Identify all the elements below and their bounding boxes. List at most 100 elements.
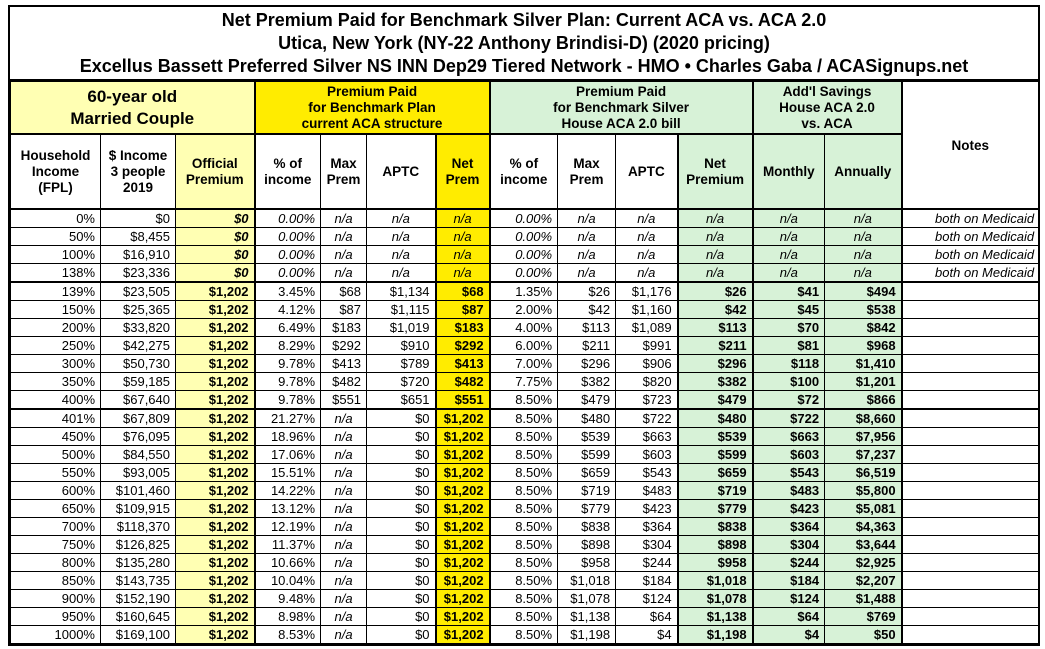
cell-aca2-net-premium: n/a <box>676 263 754 283</box>
cell-household-income-fpl: 400% <box>10 390 101 410</box>
cell-aca-net-prem: n/a <box>434 263 491 283</box>
cell-aca-max-prem: $183 <box>320 318 368 337</box>
cell-aca-pct-of-income: 9.48% <box>253 589 322 608</box>
cell-notes <box>900 607 1040 626</box>
cell-aca-pct-of-income: 18.96% <box>253 427 322 446</box>
cell-aca2-pct-of-income: 8.50% <box>489 481 559 500</box>
table-row: 550% $93,005 $1,202 15.51% n/a $0 $1,202 8.50% $… <box>10 463 1040 482</box>
cell-savings-annually: $1,201 <box>824 372 903 391</box>
cell-official-premium: $1,202 <box>174 445 256 464</box>
cell-household-income-fpl: 150% <box>10 300 101 319</box>
cell-aca2-net-premium: n/a <box>676 208 754 228</box>
cell-aca-pct-of-income: 9.78% <box>253 354 322 373</box>
cell-aca-pct-of-income: 9.78% <box>253 390 322 410</box>
cell-official-premium: $1,202 <box>174 408 256 428</box>
cell-notes <box>900 354 1040 373</box>
cell-aca-aptc: n/a <box>366 245 437 264</box>
cell-aca2-pct-of-income: 8.50% <box>489 571 559 590</box>
table-row: 300% $50,730 $1,202 9.78% $413 $789 $413 7.00% $… <box>10 354 1040 373</box>
cell-aca2-aptc: $184 <box>615 571 679 590</box>
cell-official-premium: $1,202 <box>174 318 256 337</box>
cell-income-dollars: $23,505 <box>100 281 176 301</box>
cell-aca2-max-prem: $479 <box>557 390 617 410</box>
cell-income-dollars: $8,455 <box>100 227 176 246</box>
table-row: 50% $8,455 $0 0.00% n/a n/a n/a 0.00% n/a n/a n/a n… <box>10 227 1040 246</box>
cell-aca2-aptc: $304 <box>615 535 679 554</box>
cell-aca-max-prem: $68 <box>320 281 368 301</box>
cell-aca2-pct-of-income: 8.50% <box>489 535 559 554</box>
cell-household-income-fpl: 0% <box>10 208 101 228</box>
cell-aca2-max-prem: $26 <box>557 281 617 301</box>
cell-aca2-max-prem: $42 <box>557 300 617 319</box>
cell-aca2-pct-of-income: 8.50% <box>489 589 559 608</box>
cell-aca2-max-prem: $599 <box>557 445 617 464</box>
cell-savings-monthly: n/a <box>752 227 826 246</box>
group-header-demographic: 60-year old Married Couple <box>9 81 256 135</box>
table-row: 138% $23,336 $0 0.00% n/a n/a n/a 0.00% n/a n/a n/… <box>10 263 1040 283</box>
cell-aca-net-prem: $1,202 <box>434 589 491 608</box>
cell-aca2-aptc: $244 <box>615 553 679 572</box>
cell-official-premium: $1,202 <box>174 336 256 355</box>
cell-aca-aptc: $1,115 <box>366 300 437 319</box>
cell-aca-aptc: $0 <box>366 517 437 536</box>
cell-official-premium: $1,202 <box>174 281 256 301</box>
table-row: 750% $126,825 $1,202 11.37% n/a $0 $1,202 8.50%… <box>10 535 1040 554</box>
cell-aca-net-prem: $87 <box>434 300 491 319</box>
cell-notes <box>900 336 1040 355</box>
cell-aca2-pct-of-income: 8.50% <box>489 390 559 410</box>
cell-aca2-aptc: $483 <box>615 481 679 500</box>
cell-aca2-pct-of-income: 8.50% <box>489 463 559 482</box>
cell-aca2-pct-of-income: 1.35% <box>489 281 559 301</box>
column-header-aca2-aptc: APTC <box>615 133 679 210</box>
cell-household-income-fpl: 350% <box>10 372 101 391</box>
cell-aca2-pct-of-income: 7.00% <box>489 354 559 373</box>
cell-aca-aptc: $0 <box>366 607 437 626</box>
cell-savings-monthly: $81 <box>752 336 826 355</box>
column-header-savings-annually: Annually <box>824 133 903 210</box>
cell-aca-max-prem: n/a <box>320 208 368 228</box>
cell-household-income-fpl: 550% <box>10 463 101 482</box>
cell-aca-net-prem: $1,202 <box>434 517 491 536</box>
cell-aca2-max-prem: $719 <box>557 481 617 500</box>
cell-income-dollars: $33,820 <box>100 318 176 337</box>
cell-aca2-max-prem: n/a <box>557 245 617 264</box>
cell-savings-annually: n/a <box>824 263 903 283</box>
cell-aca2-pct-of-income: 4.00% <box>489 318 559 337</box>
cell-aca-aptc: $0 <box>366 445 437 464</box>
cell-savings-annually: $3,644 <box>824 535 903 554</box>
cell-savings-monthly: $41 <box>752 281 826 301</box>
cell-aca2-max-prem: $659 <box>557 463 617 482</box>
cell-aca-aptc: $1,019 <box>366 318 437 337</box>
table-row: 450% $76,095 $1,202 18.96% n/a $0 $1,202 8.50% $… <box>10 427 1040 446</box>
cell-aca2-pct-of-income: 8.50% <box>489 408 559 428</box>
cell-savings-annually: $5,081 <box>824 499 903 518</box>
cell-aca-max-prem: $551 <box>320 390 368 410</box>
cell-aca2-aptc: $1,176 <box>615 281 679 301</box>
cell-notes <box>900 517 1040 536</box>
cell-aca-pct-of-income: 6.49% <box>253 318 322 337</box>
cell-notes <box>900 499 1040 518</box>
cell-aca2-max-prem: $480 <box>557 408 617 428</box>
cell-aca2-aptc: $1,160 <box>615 300 679 319</box>
cell-savings-monthly: $184 <box>752 571 826 590</box>
cell-aca2-net-premium: $382 <box>676 372 754 391</box>
cell-official-premium: $1,202 <box>174 589 256 608</box>
cell-aca-max-prem: n/a <box>320 517 368 536</box>
cell-aca2-net-premium: n/a <box>676 245 754 264</box>
table-row: 0% $0 $0 0.00% n/a n/a n/a 0.00% n/a n/a n/a n/a n/a… <box>10 208 1040 228</box>
column-header-row: Household Income (FPL) $ Income 3 people… <box>10 133 1039 210</box>
cell-savings-annually: $769 <box>824 607 903 626</box>
cell-aca2-pct-of-income: 0.00% <box>489 245 559 264</box>
cell-aca2-max-prem: $1,138 <box>557 607 617 626</box>
cell-aca2-aptc: $4 <box>615 625 679 644</box>
cell-official-premium: $0 <box>174 245 256 264</box>
cell-aca-net-prem: $1,202 <box>434 499 491 518</box>
cell-aca-max-prem: n/a <box>320 263 368 283</box>
cell-aca2-max-prem: $211 <box>557 336 617 355</box>
cell-notes <box>900 535 1040 554</box>
cell-aca-pct-of-income: 0.00% <box>253 263 322 283</box>
table-row: 800% $135,280 $1,202 10.66% n/a $0 $1,202 8.50%… <box>10 553 1040 572</box>
cell-household-income-fpl: 200% <box>10 318 101 337</box>
cell-aca2-net-premium: $958 <box>676 553 754 572</box>
cell-aca2-pct-of-income: 6.00% <box>489 336 559 355</box>
